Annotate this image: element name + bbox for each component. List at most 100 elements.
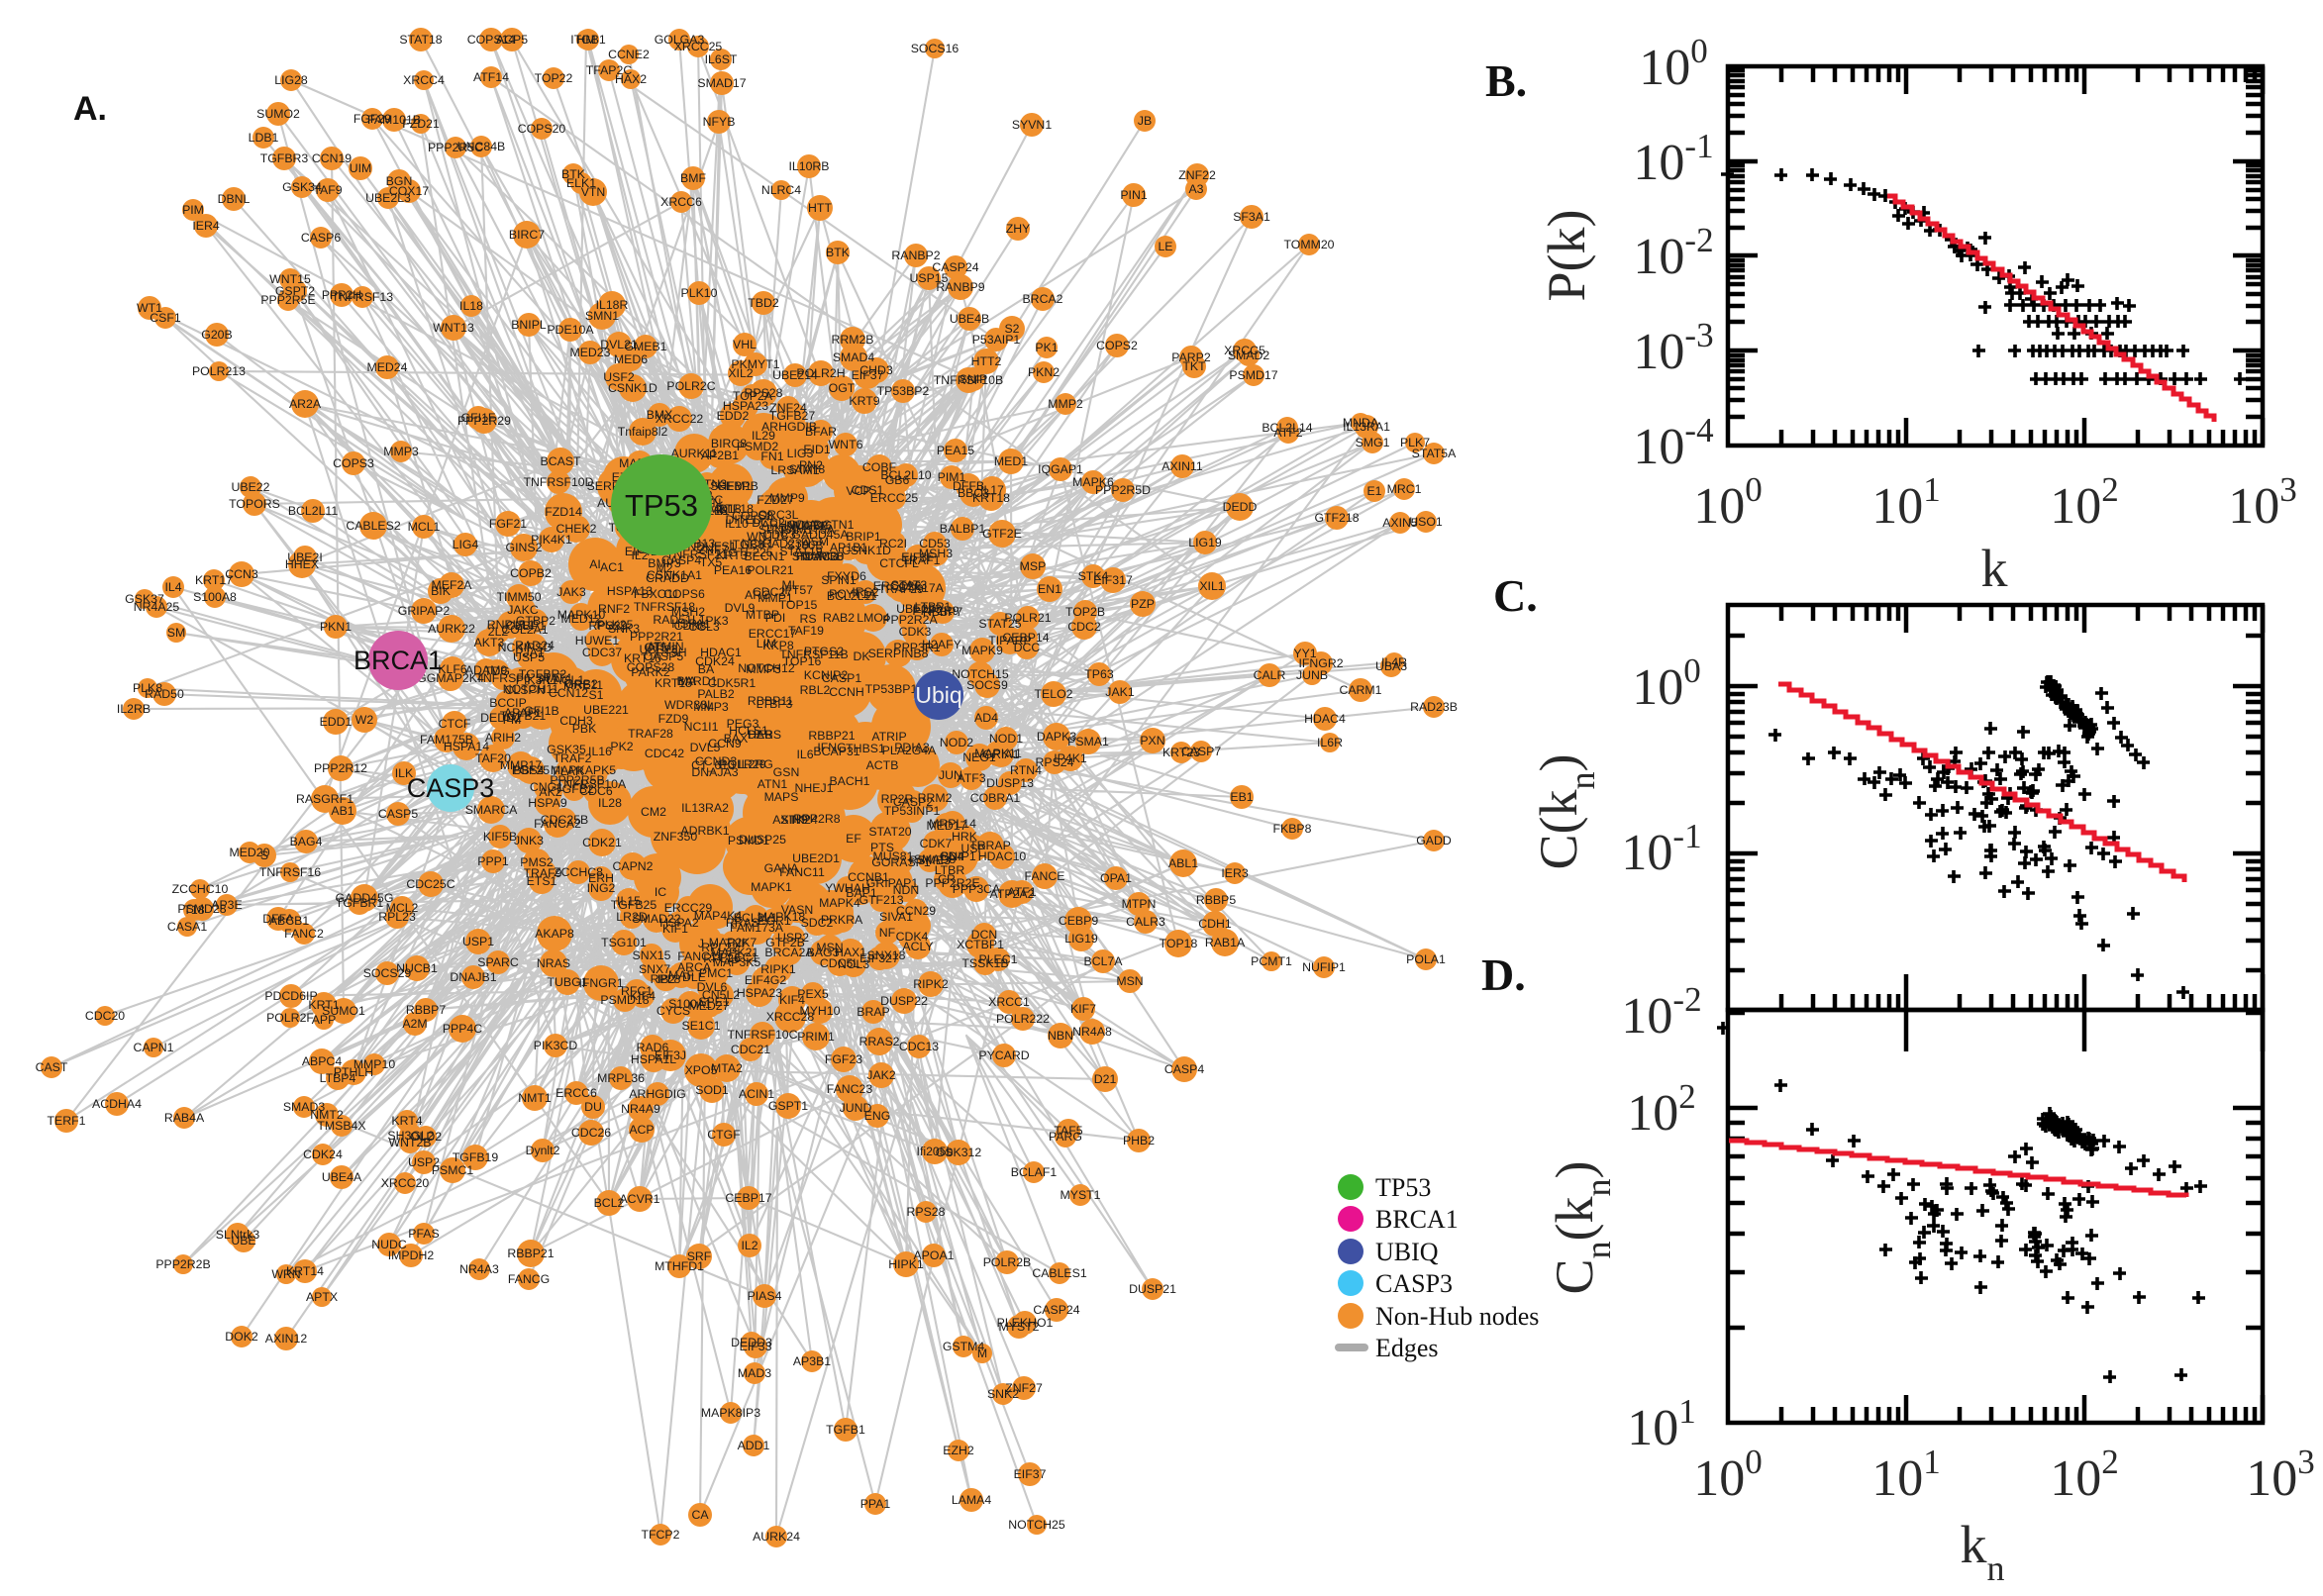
svg-text:UBE221: UBE221: [583, 703, 629, 717]
svg-text:B.: B.: [1485, 55, 1527, 106]
svg-text:COBRA1: COBRA1: [970, 791, 1021, 805]
svg-text:LMO4: LMO4: [857, 611, 890, 625]
svg-text:MMP10: MMP10: [354, 1057, 396, 1071]
svg-text:NOTCH12: NOTCH12: [738, 661, 795, 675]
svg-text:PDIA3: PDIA3: [894, 741, 930, 754]
svg-text:CAPN1: CAPN1: [133, 1041, 173, 1054]
svg-text:UBE214: UBE214: [772, 368, 818, 382]
svg-text:XRCC5: XRCC5: [1224, 344, 1265, 357]
svg-text:LTBR: LTBR: [935, 863, 965, 877]
svg-text:LIG19: LIG19: [1188, 536, 1222, 549]
svg-text:PRKRA: PRKRA: [821, 913, 863, 927]
svg-text:OPA1: OPA1: [1100, 871, 1132, 885]
svg-text:DOK2: DOK2: [225, 1330, 258, 1344]
svg-text:EGR1: EGR1: [758, 914, 791, 928]
svg-text:Tnfaip8l2: Tnfaip8l2: [618, 425, 668, 439]
svg-text:UNC84B: UNC84B: [457, 140, 506, 153]
svg-text:HSPA13: HSPA13: [607, 584, 653, 598]
svg-text:MAP4K4: MAP4K4: [694, 909, 743, 923]
svg-text:CDC2: CDC2: [1067, 620, 1101, 634]
svg-text:PDCD6IP: PDCD6IP: [264, 989, 317, 1003]
svg-text:SH3GL2: SH3GL2: [387, 1129, 434, 1143]
svg-text:PHB2: PHB2: [1123, 1134, 1155, 1147]
svg-text:NC1I1: NC1I1: [684, 720, 719, 734]
svg-text:AURK22: AURK22: [428, 622, 475, 636]
svg-text:JAK2: JAK2: [866, 1068, 896, 1082]
svg-text:ATF14: ATF14: [473, 70, 509, 84]
svg-text:HDAC1: HDAC1: [700, 646, 742, 659]
svg-text:GADD45G: GADD45G: [336, 891, 394, 905]
svg-text:HTT2: HTT2: [971, 354, 1002, 368]
svg-text:KRT9: KRT9: [849, 394, 879, 408]
svg-text:UIM: UIM: [350, 161, 372, 175]
svg-text:DEDD3: DEDD3: [731, 1336, 772, 1349]
svg-text:DFFA: DFFA: [262, 912, 294, 926]
svg-text:TOP2B: TOP2B: [1065, 605, 1105, 619]
svg-text:ACP5: ACP5: [496, 33, 528, 47]
svg-text:RAB4A: RAB4A: [164, 1111, 205, 1125]
svg-text:ARHGDIB: ARHGDIB: [761, 420, 817, 434]
svg-text:LR2D: LR2D: [616, 910, 648, 924]
svg-text:USF2: USF2: [603, 370, 635, 384]
svg-text:DUSP21: DUSP21: [1129, 1282, 1176, 1296]
svg-text:SOCS16: SOCS16: [911, 42, 960, 55]
svg-text:NUFIP1: NUFIP1: [1302, 960, 1346, 974]
svg-text:KRT3: KRT3: [716, 549, 747, 562]
svg-text:RIPK2: RIPK2: [913, 977, 949, 991]
svg-text:NR4A8: NR4A8: [1072, 1025, 1112, 1039]
svg-text:KRT15: KRT15: [655, 676, 692, 690]
svg-text:TGFB21: TGFB21: [500, 709, 547, 723]
svg-text:IL28: IL28: [598, 796, 622, 810]
svg-text:CHEK2: CHEK2: [556, 522, 596, 536]
svg-text:STK24: STK24: [780, 813, 818, 827]
svg-text:AC1: AC1: [600, 560, 624, 574]
svg-text:PMS2: PMS2: [520, 855, 554, 869]
svg-text:UBE22: UBE22: [232, 480, 270, 494]
svg-text:USP1: USP1: [462, 935, 494, 948]
svg-text:LDB1: LDB1: [249, 131, 279, 145]
svg-text:CCN29: CCN29: [896, 904, 936, 918]
svg-text:STAT4: STAT4: [536, 671, 572, 685]
svg-text:PLK10: PLK10: [681, 286, 718, 300]
svg-text:ZCCHC10: ZCCHC10: [172, 882, 229, 896]
svg-text:APP: APP: [312, 1013, 337, 1027]
svg-text:CM2: CM2: [641, 805, 666, 819]
svg-text:JAK3: JAK3: [556, 585, 586, 599]
svg-text:VCP: VCP: [846, 484, 870, 498]
svg-text:KRT18: KRT18: [972, 491, 1010, 505]
svg-text:SMAD17: SMAD17: [697, 76, 746, 90]
svg-text:TP53: TP53: [1375, 1173, 1431, 1202]
svg-text:RPS28: RPS28: [907, 1205, 946, 1219]
svg-text:AR2A: AR2A: [289, 397, 322, 411]
svg-text:IQGAP1: IQGAP1: [1038, 462, 1083, 476]
svg-text:CTGF: CTGF: [707, 1128, 741, 1142]
svg-text:CT_610: CT_610: [691, 758, 735, 772]
svg-text:USP5: USP5: [513, 650, 545, 664]
svg-text:MED17: MED17: [926, 819, 966, 833]
svg-text:HSPA1L: HSPA1L: [631, 1052, 676, 1066]
svg-text:AXIN11: AXIN11: [1162, 459, 1203, 473]
svg-text:MRC1: MRC1: [1387, 482, 1422, 496]
svg-text:CDS1: CDS1: [852, 483, 884, 497]
svg-text:KRT23: KRT23: [1162, 746, 1200, 759]
svg-text:PIM: PIM: [182, 203, 204, 217]
svg-text:SMG1: SMG1: [1356, 436, 1390, 449]
svg-text:TOPORS: TOPORS: [229, 497, 280, 511]
svg-text:IL6R: IL6R: [1317, 736, 1343, 749]
svg-text:POLR2B: POLR2B: [983, 1255, 1032, 1269]
svg-text:TIMM50: TIMM50: [496, 590, 541, 604]
svg-text:OGT: OGT: [829, 381, 856, 395]
svg-text:LE: LE: [1158, 240, 1172, 253]
svg-text:PZP: PZP: [1131, 597, 1155, 611]
svg-text:MAPS: MAPS: [764, 790, 799, 804]
svg-text:BIRC7: BIRC7: [509, 228, 545, 242]
svg-text:FAM173A: FAM173A: [730, 921, 784, 935]
svg-text:POLR213: POLR213: [192, 364, 246, 378]
svg-text:CASP24: CASP24: [1033, 1303, 1079, 1317]
svg-text:RAD23B: RAD23B: [1410, 700, 1458, 714]
svg-text:AXIN9: AXIN9: [772, 813, 808, 827]
svg-text:MTA2: MTA2: [711, 1061, 743, 1075]
svg-text:SRF: SRF: [687, 1249, 712, 1263]
svg-text:AP2B1: AP2B1: [701, 449, 739, 462]
svg-text:FZD27: FZD27: [757, 493, 794, 507]
